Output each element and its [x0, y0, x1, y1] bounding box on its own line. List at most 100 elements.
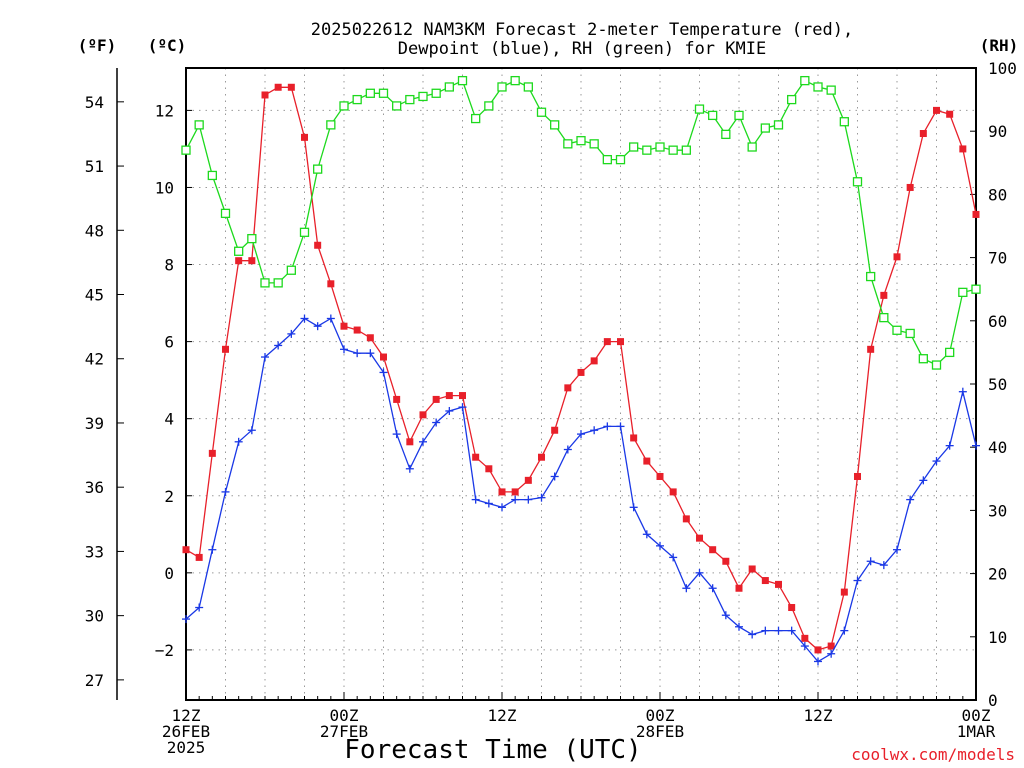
dewpoint-point [405, 464, 414, 473]
rh-point [497, 82, 507, 92]
rh-point [602, 154, 612, 165]
dewpoint-point [906, 495, 915, 504]
rh-tick-label: 40 [988, 438, 1007, 457]
temperature-point [551, 426, 559, 434]
celsius-tick-label: 0 [164, 564, 174, 583]
dewpoint-point [419, 437, 427, 446]
rh-tick-label: 50 [988, 375, 1007, 394]
rh-point [918, 354, 928, 364]
temperature-point [314, 241, 322, 249]
temperature-point [406, 438, 414, 446]
dewpoint-point [313, 322, 322, 331]
ticks: −2 0 2 4 6 8 10 12 27 30 33 36 39 42 45 48 51 54 0 10 20 30 40… [85, 59, 1017, 757]
temperature-point [696, 534, 703, 542]
rh-point [352, 94, 362, 105]
rh-point [313, 164, 323, 174]
temperature-point [748, 565, 756, 573]
temperature-point [854, 472, 861, 480]
fahrenheit-tick-label: 51 [85, 157, 104, 176]
dewpoint-point [182, 615, 190, 624]
dewpoint-point [919, 476, 928, 485]
rh-point [550, 120, 560, 130]
celsius-tick-label: 2 [164, 487, 174, 506]
temperature-point [485, 465, 493, 473]
rh-point [866, 271, 876, 282]
dewpoint-point [787, 626, 796, 635]
temperature-point [564, 384, 572, 392]
temperature-point [656, 472, 664, 480]
rh-tick-label: 30 [988, 501, 1007, 520]
temperature-point [353, 326, 361, 334]
rh-point [405, 94, 415, 105]
axes [116, 67, 977, 701]
dewpoint-point [590, 426, 599, 435]
temperature-point [511, 488, 519, 496]
dewpoint-point [471, 495, 480, 504]
rh-tick-label: 0 [988, 691, 998, 710]
rh-point [576, 136, 586, 146]
rh-point [839, 117, 849, 127]
rh-point [365, 88, 375, 98]
temperature-point [959, 145, 967, 153]
rh-point [681, 145, 691, 155]
temperature-point [459, 392, 466, 400]
temperature-point [472, 453, 480, 461]
x-tick-label: 26FEB [162, 722, 210, 741]
dewpoint-point [616, 422, 625, 431]
temperature-point [524, 476, 532, 484]
x-tick-label: 00Z [962, 706, 991, 725]
rh-tick-label: 90 [988, 122, 1007, 141]
rh-tick-label: 60 [988, 312, 1007, 331]
celsius-axis-label: (ºC) [148, 36, 187, 55]
dewpoint-point [972, 441, 980, 450]
rh-point [326, 120, 336, 130]
celsius-tick-label: 12 [155, 101, 174, 120]
dewpoint-point [195, 603, 204, 612]
rh-point [879, 312, 889, 323]
temperature-point [735, 584, 743, 592]
dewpoint-point [274, 341, 283, 350]
dewpoint-point [814, 657, 822, 666]
rh-point [668, 145, 678, 155]
rh-point [418, 91, 428, 102]
rh-point [510, 75, 520, 86]
dewpoint-point [695, 568, 704, 577]
dewpoint-point [563, 445, 572, 454]
dewpoint-point [550, 472, 559, 481]
dewpoint-point [853, 576, 862, 585]
rh-point [892, 325, 902, 335]
rh-point [852, 177, 863, 187]
temperature-point [340, 322, 348, 330]
rh-point [694, 104, 705, 114]
temperature-point [893, 253, 901, 261]
dewpoint-point [326, 314, 335, 323]
x-tick-label: 00Z [330, 706, 359, 725]
rh-point [220, 208, 231, 219]
temperature-line [185, 86, 977, 651]
title-line-2: Dewpoint (blue), RH (green) for KMIE [398, 39, 766, 59]
temperature-point [827, 642, 835, 650]
rh-axis-label: (RH) [980, 36, 1019, 55]
rh-point [392, 101, 402, 111]
rh-point [931, 360, 942, 370]
rh-point [787, 94, 797, 105]
rh-point [642, 145, 652, 155]
temperature-point [498, 488, 506, 496]
dewpoint-point [735, 622, 743, 631]
dewpoint-point [261, 353, 269, 362]
temperature-point [195, 553, 203, 561]
temperature-point [590, 357, 598, 365]
temperature-point [301, 133, 308, 141]
fahrenheit-tick-label: 45 [85, 286, 104, 305]
dewpoint-point [247, 426, 256, 435]
temperature-point [801, 634, 809, 642]
rh-point [945, 347, 955, 358]
dewpoint-point [287, 329, 296, 338]
temperature-point [972, 210, 980, 218]
fahrenheit-tick-label: 48 [85, 221, 104, 240]
fahrenheit-tick-label: 36 [85, 478, 104, 497]
dewpoint-point [300, 314, 309, 323]
dewpoint-point [721, 611, 730, 620]
temperature-point [222, 345, 229, 353]
dewpoint-point [392, 430, 401, 439]
